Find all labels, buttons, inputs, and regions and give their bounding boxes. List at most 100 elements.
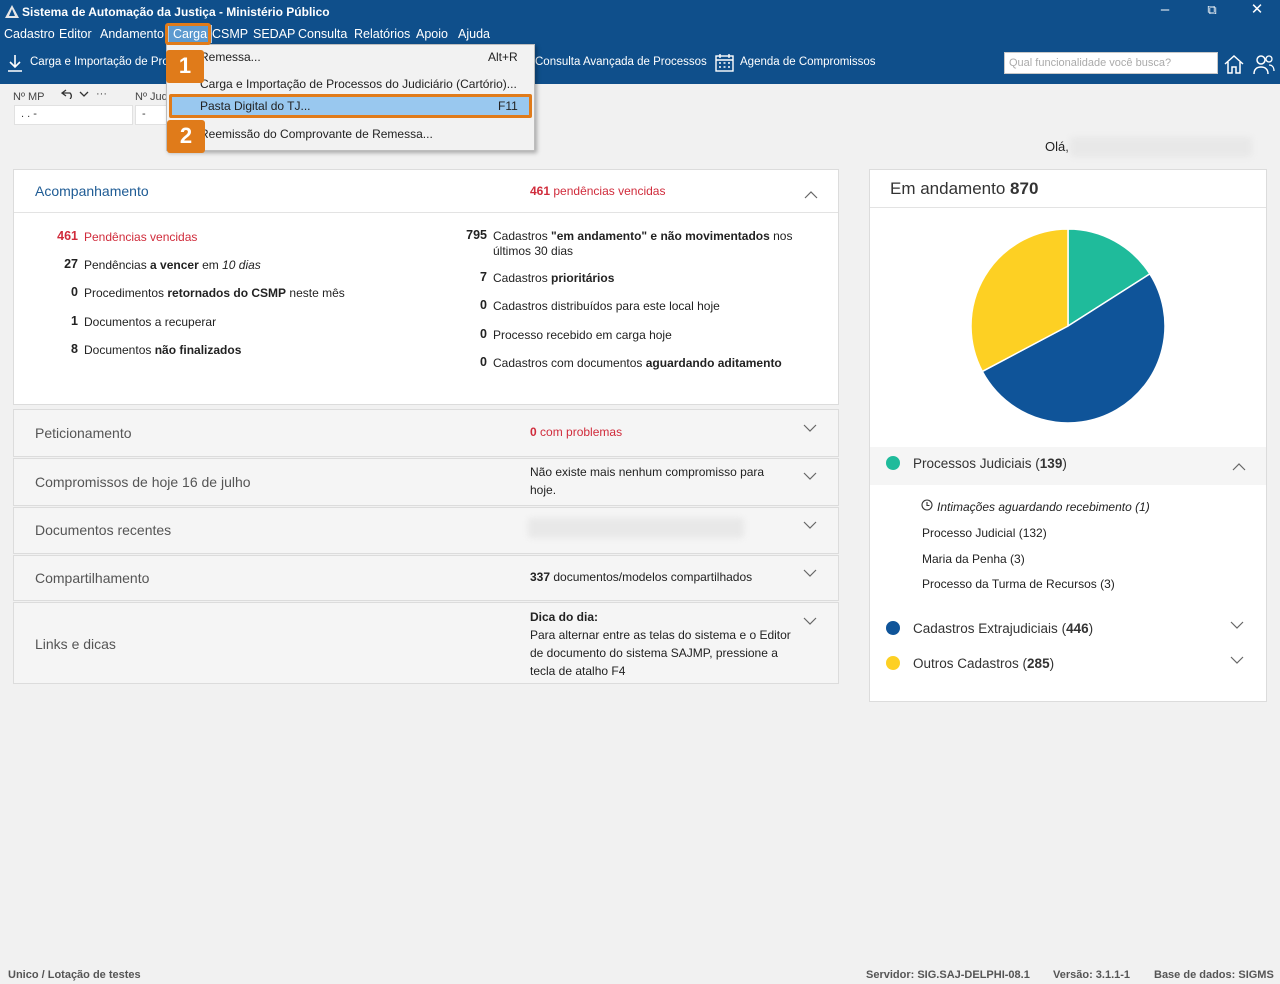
row-text[interactable]: Procedimentos retornados do CSMP neste m…: [84, 286, 345, 300]
row-number: 795: [466, 228, 487, 242]
home-icon[interactable]: [1223, 53, 1245, 75]
menu-apoio[interactable]: Apoio: [416, 27, 448, 41]
row-text[interactable]: Cadastros com documentos aguardando adit…: [493, 356, 782, 370]
search-input[interactable]: [1004, 52, 1218, 74]
chevron-down-icon[interactable]: [79, 91, 89, 97]
group-outros-cadastros[interactable]: Outros Cadastros (285): [913, 656, 1055, 671]
row-text-line2: últimos 30 dias: [493, 244, 574, 258]
compromissos-title[interactable]: Compromissos de hoje 16 de julho: [35, 474, 251, 490]
menu-bar: Cadastro Editor Andamento Carga CSMP SED…: [0, 24, 1280, 44]
group-cadastros-extrajudiciais[interactable]: Cadastros Extrajudiciais (446): [913, 621, 1094, 636]
menu-item-carga-importacao[interactable]: Carga e Importação de Processos do Judic…: [200, 77, 517, 91]
row-text-bold: "em andamento" e não movimentados: [551, 229, 770, 243]
pie-slice-cadastros-extrajudiciais[interactable]: [981, 272, 1166, 424]
menu-item-reemissao[interactable]: Reemissão do Comprovante de Remessa...: [200, 127, 433, 141]
peticionamento-status: 0 com problemas: [530, 425, 622, 439]
pie-chart: [970, 228, 1166, 424]
chevron-down-icon[interactable]: [1230, 653, 1244, 667]
row-text-bold: prioritários: [551, 271, 615, 285]
greeting: Olá,: [1045, 139, 1069, 154]
group-processos-judiciais[interactable]: Processos Judiciais (139): [913, 456, 1067, 471]
legend-dot-blue: [886, 621, 900, 635]
carga-importacao-button[interactable]: Carga e Importação de Pro: [30, 56, 169, 68]
consulta-avancada-button[interactable]: Consulta Avançada de Processos: [535, 56, 707, 68]
peticionamento-section[interactable]: [13, 409, 839, 457]
row-text-pre: Cadastros: [493, 271, 552, 285]
pie-slice-outros-cadastros[interactable]: [970, 228, 1069, 373]
summary-num: 461: [530, 184, 551, 198]
row-text[interactable]: Documentos a recuperar: [84, 315, 216, 329]
row-text[interactable]: Pendências vencidas: [84, 230, 197, 244]
chevron-up-icon[interactable]: [1232, 460, 1246, 474]
row-text[interactable]: Cadastros prioritários: [493, 271, 614, 285]
row-number: 0: [480, 327, 487, 341]
chevron-down-icon[interactable]: [803, 614, 817, 628]
row-number: 7: [480, 270, 487, 284]
menu-sedap[interactable]: SEDAP: [253, 27, 296, 41]
undo-icon[interactable]: [61, 89, 75, 99]
close-icon[interactable]: ✕: [1250, 1, 1264, 18]
menu-editor[interactable]: Editor: [59, 27, 92, 41]
acompanhamento-title[interactable]: Acompanhamento: [35, 183, 149, 199]
agenda-compromissos-button[interactable]: Agenda de Compromissos: [740, 56, 876, 68]
row-text[interactable]: Cadastros distribuídos para este local h…: [493, 299, 720, 313]
links-title[interactable]: Links e dicas: [35, 636, 116, 652]
row-text-pre: Cadastros com documentos: [493, 356, 646, 370]
title-bar: Sistema de Automação da Justiça - Minist…: [0, 0, 1280, 24]
chevron-down-icon[interactable]: [803, 566, 817, 580]
legend-dot-teal: [886, 456, 900, 470]
andamento-total: 870: [1010, 179, 1039, 198]
row-text-pre: Procedimentos: [84, 286, 168, 300]
compromissos-section[interactable]: [13, 458, 839, 506]
row-text-italic: 10 dias: [222, 258, 261, 272]
chevron-down-icon[interactable]: [803, 469, 817, 483]
row-text-bold: a vencer: [150, 258, 199, 272]
row-text[interactable]: Processo recebido em carga hoje: [493, 328, 672, 342]
documentos-title[interactable]: Documentos recentes: [35, 522, 172, 538]
menu-item-remessa[interactable]: Remessa...: [200, 50, 261, 64]
carga-dropdown-menu: Remessa... Alt+R Carga e Importação de P…: [166, 44, 535, 151]
row-text[interactable]: Cadastros "em andamento" e não movimenta…: [493, 229, 792, 243]
sub-item-turma-recursos[interactable]: Processo da Turma de Recursos (3): [922, 577, 1115, 591]
menu-consulta[interactable]: Consulta: [298, 27, 348, 41]
calendar-icon: [715, 54, 734, 72]
sub-item-maria-da-penha[interactable]: Maria da Penha (3): [922, 552, 1025, 566]
compartilhamento-num: 337: [530, 570, 551, 584]
menu-ajuda[interactable]: Ajuda: [458, 27, 490, 41]
row-text-pre: Pendências: [84, 230, 151, 244]
menu-relatorios[interactable]: Relatórios: [354, 27, 411, 41]
processos-judiciais-header[interactable]: [870, 447, 1266, 485]
row-text-pre: Processo recebido em carga hoje: [493, 328, 672, 342]
users-icon[interactable]: [1252, 53, 1276, 75]
group-name: Outros Cadastros: [913, 656, 1019, 671]
row-text[interactable]: Pendências a vencer em 10 dias: [84, 258, 261, 272]
peticionamento-title[interactable]: Peticionamento: [35, 425, 132, 441]
sub-item-processo-judicial[interactable]: Processo Judicial (132): [922, 526, 1047, 540]
mp-number-field[interactable]: . . -: [14, 105, 133, 125]
jud-number-field[interactable]: -: [135, 105, 169, 125]
chevron-up-icon[interactable]: [804, 188, 818, 202]
row-text-post: em: [198, 258, 223, 272]
menu-andamento[interactable]: Andamento: [100, 27, 164, 41]
compartilhamento-section[interactable]: [13, 555, 839, 601]
menu-cadastro[interactable]: Cadastro: [4, 27, 55, 41]
chevron-down-icon[interactable]: [803, 518, 817, 532]
sub-item-intimacoes[interactable]: Intimações aguardando recebimento (1): [937, 500, 1150, 514]
tip-line: de documento do sistema SAJMP, pressione…: [530, 646, 778, 660]
status-database: Base de dados: SIGMS: [1154, 969, 1274, 981]
recent-document-redacted[interactable]: [528, 518, 744, 538]
carga-menu-highlight: [165, 23, 211, 45]
chevron-down-icon[interactable]: [803, 421, 817, 435]
menu-csmp[interactable]: CSMP: [212, 27, 249, 41]
pie-slice-processos-judiciais[interactable]: [1067, 228, 1151, 328]
chevron-down-icon[interactable]: [1230, 618, 1244, 632]
row-text[interactable]: Documentos não finalizados: [84, 343, 241, 357]
menu-item-pasta-digital[interactable]: Pasta Digital do TJ...: [200, 99, 311, 113]
status-server: Servidor: SIG.SAJ-DELPHI-08.1: [866, 969, 1030, 981]
links-section[interactable]: [13, 602, 839, 684]
compartilhamento-title[interactable]: Compartilhamento: [35, 570, 150, 586]
status-lotacao: Unico / Lotação de testes: [8, 969, 141, 981]
minimize-icon[interactable]: –: [1160, 1, 1170, 18]
more-icon[interactable]: ···: [96, 88, 107, 100]
restore-icon[interactable]: ⧉: [1207, 2, 1217, 17]
